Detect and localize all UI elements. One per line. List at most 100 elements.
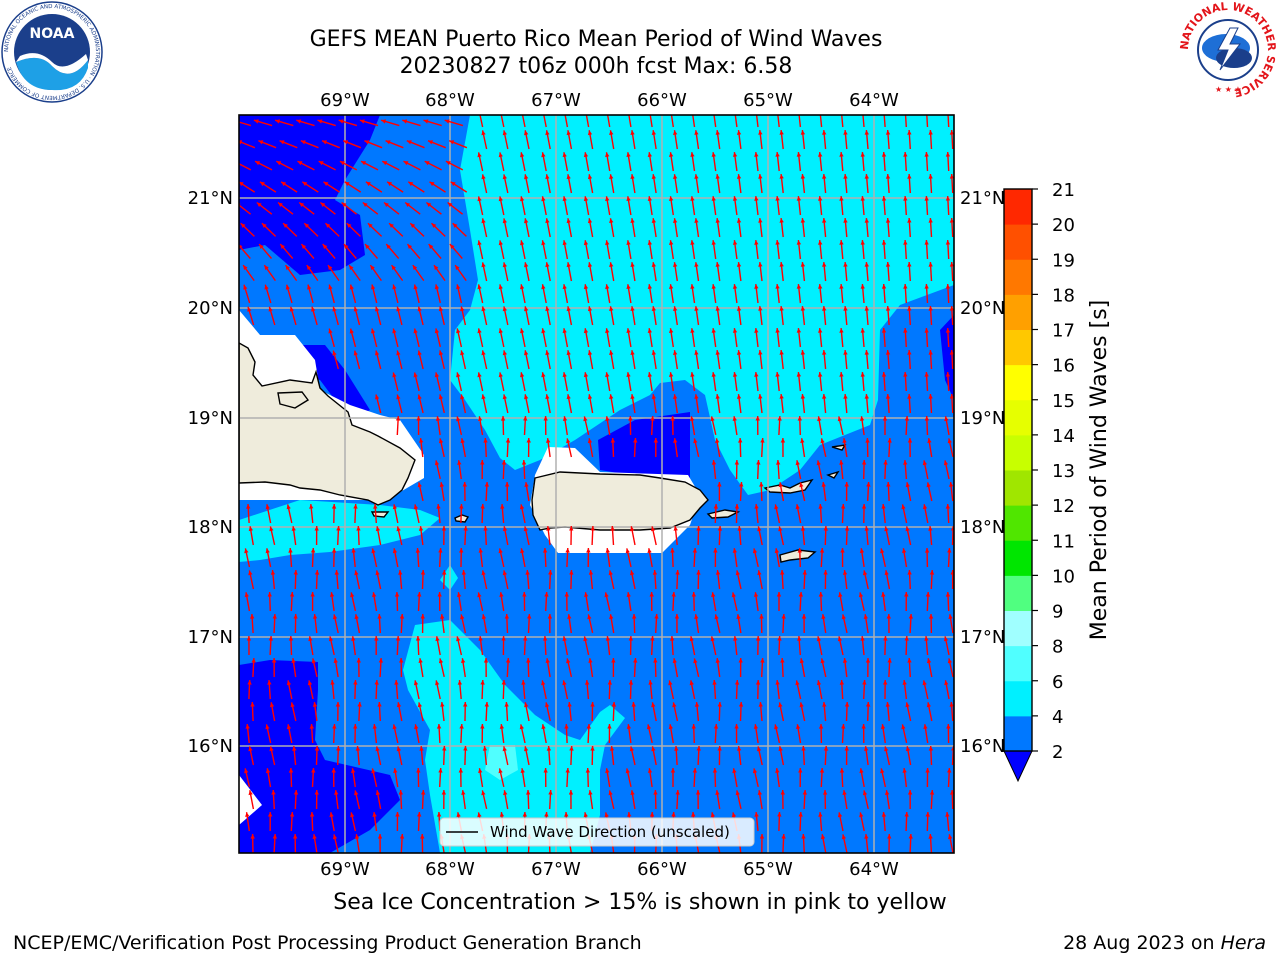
wind-arrow-head [673,394,678,399]
wind-arrow-head [943,460,949,466]
wind-arrow-head [905,746,911,752]
wind-arrow-head [587,306,593,312]
wind-arrow-head [780,790,785,795]
wind-arrow-head [504,702,509,707]
wind-arrow-head [907,350,912,355]
wind-arrow-head [456,284,461,290]
wind-arrow-head [626,372,631,377]
wind-arrow-head [822,394,827,399]
wind-arrow-head [924,372,929,377]
wind-arrow-head [798,592,803,597]
wind-arrow-head [477,108,481,113]
wind-arrow-head [927,438,932,443]
wind-arrow-head [669,240,674,245]
wind-arrow-head [647,372,652,377]
wind-arrow-head [901,724,906,730]
colorbar-segment [1004,610,1032,647]
wind-arrow-head [564,724,569,729]
wind-arrow-head [820,834,826,840]
wind-arrow-head [329,592,335,597]
wind-arrow-head [498,152,503,158]
wind-arrow-head [565,768,570,773]
wind-arrow-head [441,526,447,531]
wind-arrow-head [818,504,823,509]
wind-arrow-head [907,394,912,399]
wind-arrow-head [365,244,370,249]
wind-arrow-head [822,262,827,267]
wind-arrow-head [881,592,886,597]
wind-arrow-head [334,570,339,575]
wind-arrow-head [371,548,376,554]
wind-arrow-head [543,636,548,641]
wind-arrow-head [907,306,912,311]
wind-arrow-head [481,218,486,224]
wind-arrow-head [296,119,302,124]
wind-arrow [564,115,569,128]
wind-arrow-head [711,372,716,377]
wind-arrow-head [392,372,397,378]
wind-arrow-head [351,768,356,773]
wind-arrow-head [417,306,422,312]
wind-arrow-head [800,526,806,531]
wind-arrow-head [651,174,656,179]
lon-label-top: 65°W [743,90,793,111]
wind-arrow-head [544,812,549,817]
wind-arrow-head [823,746,829,751]
wind-arrow-head [278,202,283,207]
wind-arrow-head [395,416,401,421]
wind-arrow-head [442,570,447,575]
wind-arrow-head [279,140,285,145]
wind-arrow-head [498,548,503,554]
wind-arrow-head [311,658,316,664]
wind-arrow-head [843,218,848,223]
wind-arrow-head [377,834,383,839]
wind-arrow-head [712,680,717,685]
wind-arrow-head [908,614,913,619]
wind-arrow-head [481,130,486,136]
wind-arrow-head [483,526,488,531]
wind-arrow-head [314,526,319,531]
wind-arrow-head [310,592,315,597]
wind-arrow-head [259,244,264,249]
wind-arrow-head [587,394,593,400]
wind-arrow-head [732,240,738,245]
wind-arrow-head [821,482,826,487]
wind-arrow-head [779,350,784,355]
wind-arrow-head [946,108,950,113]
colorbar-tick-label: 8 [1052,637,1063,658]
wind-arrow-head [354,614,359,620]
wind-arrow-head [308,636,313,642]
legend-label: Wind Wave Direction (unscaled) [490,823,730,841]
wind-arrow-head [442,746,447,751]
wind-arrow-head [255,161,261,166]
wind-arrow-head [323,181,329,187]
wind-arrow-head [583,284,589,290]
wind-arrow-head [389,223,394,228]
wind-arrow-head [264,284,269,290]
wind-arrow-head [524,130,529,136]
wind-arrow-head [386,244,391,249]
colorbar: 2 4 6 8 9 10 11 12 13 14 15 16 17 18 19 20 21 Mean Perio… [1003,180,1112,783]
wind-arrow-head [524,482,529,487]
wind-arrow-head [945,152,951,157]
lon-labels-bottom: 69°W 68°W 67°W 66°W 65°W 64°W [320,859,899,880]
wind-arrow-head [841,724,846,729]
wind-arrow-head [669,372,674,377]
wind-arrow-head [343,244,349,249]
lon-label-top: 69°W [320,90,370,111]
sea-ice-caption: Sea Ice Concentration > 15% is shown in … [333,890,947,915]
wind-arrow-head [502,570,507,576]
wind-arrow-head [928,218,933,223]
wind-arrow-head [267,680,272,685]
wind-arrow-head [711,284,716,289]
wind-arrow-head [673,350,678,355]
wind-arrow-head [928,394,933,399]
wind-arrow-head [690,240,695,245]
wind-arrow [606,115,611,128]
wind-arrow-head [481,174,486,180]
wind-arrow-head [884,526,889,532]
wind-arrow-head [628,680,634,685]
wind-arrow-head [418,658,423,663]
wind-arrow-head [753,724,759,729]
wind-arrow-head [760,658,765,663]
